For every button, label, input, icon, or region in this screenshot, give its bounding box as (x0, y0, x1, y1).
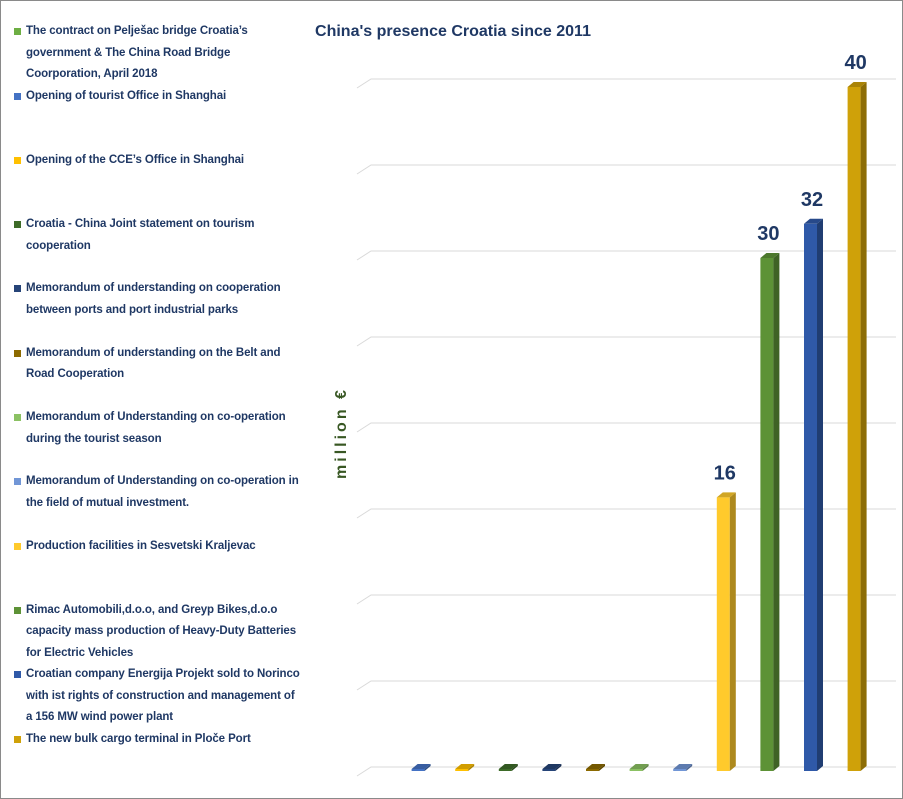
gridlines (356, 78, 896, 777)
data-label: 40 (844, 52, 866, 74)
legend-label: Croatia - China Joint statement on touri… (26, 218, 255, 252)
legend-label: Opening of the CCE’s Office in Shanghai (26, 153, 245, 166)
bar-front-face (716, 497, 730, 771)
bar-side-face (642, 764, 649, 771)
bar-top-face (411, 764, 431, 769)
legend-label: Memorandum of Understanding on co-operat… (26, 475, 299, 509)
bars (411, 82, 867, 772)
bar-side-face (424, 764, 431, 771)
bar-side-face (729, 492, 736, 771)
legend-label: Memorandum of Understanding on co-operat… (26, 411, 286, 445)
bar-side-face (599, 764, 605, 771)
data-labels: 16 30 32 40 (714, 52, 867, 484)
legend-label: The new bulk cargo terminal in Ploče Por… (26, 732, 251, 745)
bar-front-face (586, 769, 599, 771)
legend-marker (14, 156, 21, 164)
y-axis-label: million € (333, 387, 350, 479)
legend-label: The contract on Pelješac bridge Croatia’… (26, 25, 248, 81)
data-label: 30 (757, 223, 779, 245)
bar-front-face (455, 769, 469, 771)
bar (804, 218, 823, 772)
legend-label: Memorandum of understanding on cooperati… (26, 282, 281, 316)
legend-marker (14, 478, 21, 486)
bar-front-face (629, 769, 643, 771)
bar-front-face (542, 769, 556, 771)
bar-side-face (773, 253, 780, 771)
bar (586, 764, 605, 771)
data-label: 16 (714, 462, 736, 484)
bar (411, 764, 431, 771)
bar (673, 764, 693, 771)
bar-top-face (804, 218, 823, 224)
legend-label: Opening of tourist Office in Shanghai (26, 89, 227, 102)
bar-side-face (686, 764, 693, 771)
legend-marker (14, 671, 21, 679)
bar-front-face (673, 769, 687, 771)
bar-top-face (455, 764, 475, 769)
bar-top-face (629, 764, 649, 769)
legend-marker (14, 28, 21, 36)
bar-front-face (760, 258, 774, 771)
bar-top-face (673, 764, 693, 769)
legend-marker (14, 92, 21, 100)
bar-front-face (411, 769, 425, 771)
bar-front-face (498, 769, 512, 771)
legend: The contract on Pelješac bridge Croatia’… (1, 1, 311, 798)
gridline (356, 164, 896, 175)
bar-top-face (498, 764, 518, 769)
gridline (356, 422, 896, 433)
legend-marker (14, 735, 21, 743)
bar (498, 764, 518, 771)
bar-side-face (860, 82, 867, 771)
bar (455, 764, 475, 771)
gridline (356, 250, 896, 261)
bar (716, 492, 736, 771)
bar-top-face (847, 82, 867, 87)
legend-label: Croatian company Energija Projekt sold t… (26, 668, 300, 724)
bar-side-face (511, 764, 518, 771)
legend-marker (14, 221, 21, 229)
legend-marker (14, 285, 21, 293)
legend-marker (14, 349, 21, 357)
chart-title: China's presence Croatia since 2011 (315, 23, 591, 40)
bar (760, 253, 780, 771)
bar-side-face (468, 764, 475, 771)
legend-label: Production facilities in Sesvetski Kralj… (26, 539, 256, 552)
legend-marker (14, 414, 21, 422)
bar-top-face (716, 492, 736, 498)
bar (847, 82, 867, 771)
data-label: 32 (801, 189, 823, 211)
legend-label: Memorandum of understanding on the Belt … (26, 346, 281, 381)
bar-top-face (760, 253, 780, 258)
bar-top-face (542, 764, 562, 769)
gridline (356, 336, 896, 347)
bar-front-face (847, 87, 861, 771)
bar-side-face (555, 764, 562, 771)
bar-top-face (586, 764, 605, 769)
legend-label: Rimac Automobili,d.o.o, and Greyp Bikes,… (26, 603, 297, 659)
legend-marker (14, 606, 21, 614)
bar (542, 764, 562, 771)
bar-side-face (817, 218, 823, 772)
legend-marker (14, 542, 21, 550)
bar (629, 764, 649, 771)
bar-front-face (804, 223, 817, 772)
gridline (356, 78, 896, 89)
